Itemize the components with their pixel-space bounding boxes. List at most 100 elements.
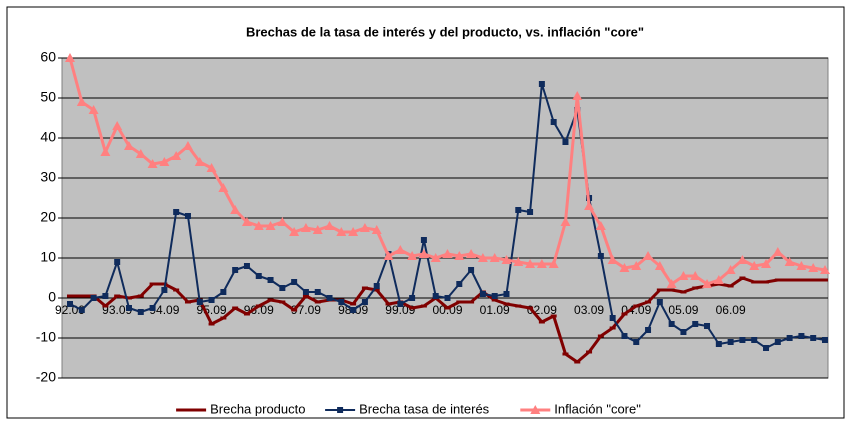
marker [78,294,85,298]
marker [536,259,547,268]
marker [763,280,770,284]
marker [348,227,359,236]
marker [102,304,109,308]
marker [739,337,746,343]
marker [666,279,677,288]
marker [678,271,689,280]
series-markers [65,53,830,288]
marker [444,306,451,310]
marker [267,277,274,283]
marker [161,287,168,293]
marker [65,53,75,62]
marker [560,217,571,226]
marker [338,299,345,305]
marker [149,305,156,311]
marker [786,335,793,341]
marker [232,267,239,273]
marker [289,227,300,236]
marker [336,227,347,236]
marker [468,300,475,304]
marker [267,298,274,302]
marker [725,265,736,274]
marker [749,261,760,270]
marker [713,275,724,284]
marker [820,265,830,274]
marker [761,259,772,268]
marker [715,341,722,347]
marker [466,249,477,258]
marker [727,339,734,345]
marker [633,339,640,345]
marker [692,321,699,327]
marker [383,251,394,260]
marker [456,300,463,304]
marker [586,350,593,354]
marker [515,304,522,308]
x-tick-label: 00.09 [432,303,462,317]
marker [515,207,522,213]
marker [550,314,557,318]
chart-title: Brechas de la tasa de interés y del prod… [246,24,644,39]
marker [656,299,663,305]
marker [572,91,583,100]
marker [420,304,427,308]
marker [182,141,193,150]
marker [114,294,121,298]
marker [680,329,687,335]
marker [149,282,156,286]
marker [798,333,805,339]
marker [772,247,783,256]
marker [230,205,241,214]
marker [359,223,370,232]
marker [456,281,463,287]
legend-label: Inflación "core" [554,401,641,416]
marker [255,304,262,308]
marker [656,288,663,292]
marker [468,267,475,273]
marker [491,298,498,302]
marker [277,217,288,226]
y-tick-label: 40 [40,129,56,145]
marker [477,253,488,262]
marker [550,119,557,125]
marker [786,278,793,282]
marker [654,261,665,270]
marker [220,316,227,320]
marker [350,302,357,306]
marker [90,295,97,301]
marker [808,263,819,272]
marker [763,345,770,351]
marker [680,290,687,294]
marker [184,213,191,219]
marker [300,223,311,232]
marker [137,309,144,315]
marker [607,255,618,264]
marker [173,288,180,292]
marker [302,289,309,295]
marker [373,283,380,289]
marker [538,81,545,87]
y-tick-label: 60 [40,49,56,65]
marker [125,296,132,300]
marker [562,139,569,145]
marker [503,302,510,306]
marker [265,221,276,230]
marker [208,322,215,326]
marker [76,97,87,106]
marker [798,278,805,282]
marker [432,293,439,299]
marker [774,278,781,282]
marker [621,312,628,316]
x-tick-label: 94.09 [149,303,179,317]
y-tick-label: 0 [48,289,56,305]
x-tick-label: 93.09 [102,303,132,317]
x-tick-label: 01.09 [480,303,510,317]
marker [619,263,630,272]
marker [692,286,699,290]
marker [420,237,427,243]
marker [751,280,758,284]
marker [525,259,536,268]
marker [631,261,642,270]
legend-label: Brecha producto [210,401,305,416]
